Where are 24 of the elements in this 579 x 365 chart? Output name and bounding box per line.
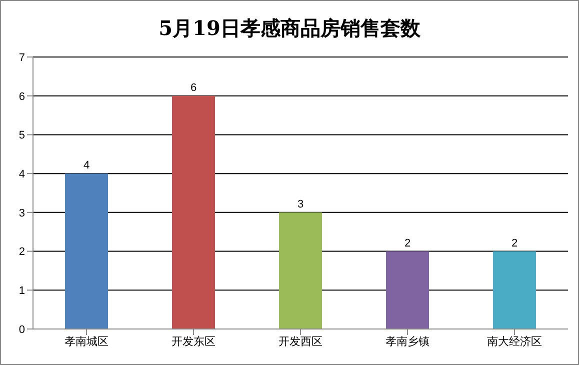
- data-label: 2: [511, 237, 518, 250]
- bar: [65, 174, 108, 329]
- data-label: 6: [190, 82, 197, 94]
- bar: [493, 251, 536, 329]
- x-tick-label: 孝南乡镇: [386, 334, 430, 348]
- bar: [386, 251, 429, 329]
- data-label: 2: [404, 237, 411, 250]
- y-tick-label: 3: [18, 207, 25, 220]
- chart-title: 5月19日孝感商品房销售套数: [158, 15, 422, 42]
- y-tick-label: 6: [18, 90, 25, 103]
- data-label: 3: [297, 198, 304, 210]
- data-label: 4: [83, 160, 90, 172]
- bar: [172, 96, 215, 329]
- y-tick-label: 0: [18, 324, 25, 336]
- y-tick-label: 1: [18, 285, 25, 298]
- y-tick-label: 7: [18, 52, 25, 64]
- y-tick-label: 5: [18, 130, 25, 142]
- x-tick-label: 孝南城区: [64, 334, 108, 348]
- x-tick-label: 开发西区: [278, 336, 322, 348]
- y-tick-label: 4: [18, 168, 25, 180]
- x-tick-label: 开发东区: [172, 334, 216, 348]
- y-tick-label: 2: [18, 246, 25, 258]
- x-tick-label: 南大经济区: [487, 334, 542, 348]
- bar: [279, 212, 322, 329]
